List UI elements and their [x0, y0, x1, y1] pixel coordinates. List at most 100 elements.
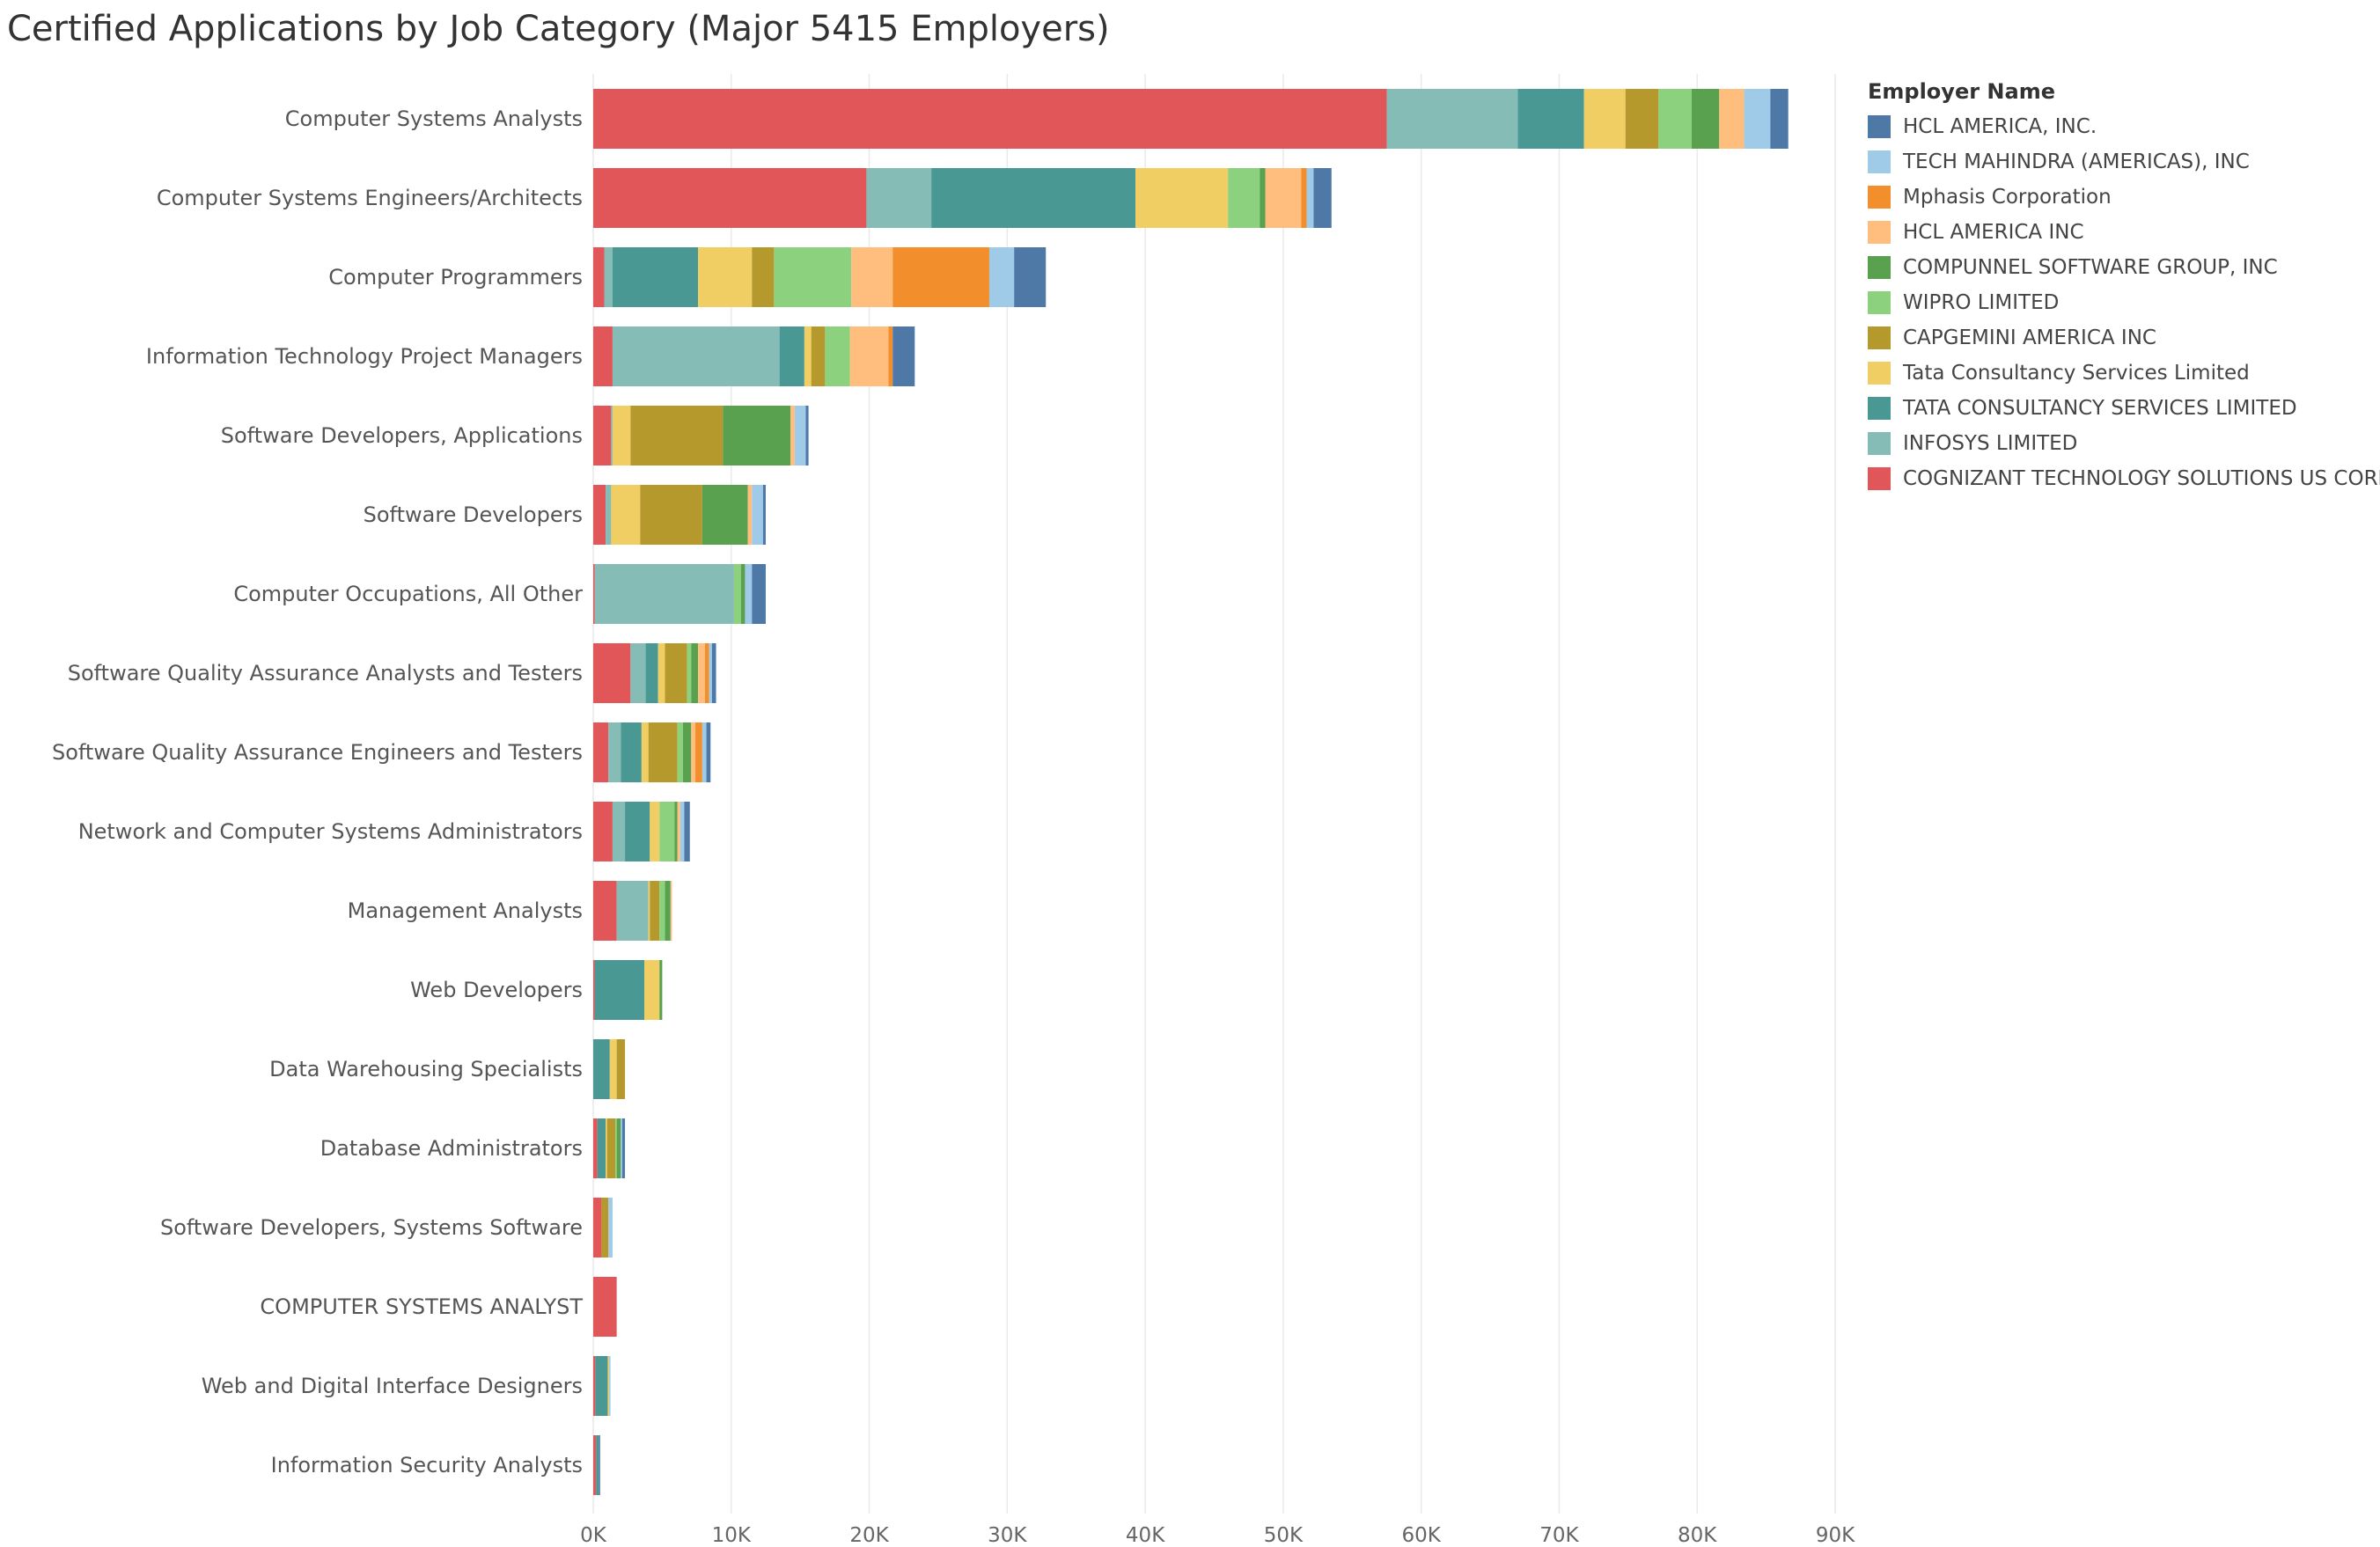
legend-swatch — [1868, 221, 1891, 244]
bar-segment — [706, 722, 711, 782]
bar-segment — [612, 406, 631, 466]
bar-segment — [1135, 168, 1229, 228]
category-label: Web and Digital Interface Designers — [202, 1374, 583, 1398]
bar-segment — [931, 168, 1136, 228]
bar-segment — [593, 1435, 597, 1495]
bar-segment — [608, 722, 621, 782]
bar-segment — [659, 960, 663, 1020]
bar-segment — [698, 247, 753, 307]
legend-label: INFOSYS LIMITED — [1903, 432, 2078, 455]
category-label: Software Quality Assurance Analysts and … — [68, 661, 583, 686]
bar-segment — [606, 1118, 616, 1178]
bar-segment — [593, 326, 613, 386]
legend-items: HCL AMERICA, INC. TECH MAHINDRA (AMERICAS… — [1868, 109, 2380, 496]
bar-segment — [657, 643, 665, 703]
bar-segment — [659, 881, 665, 941]
bar-segment — [621, 722, 642, 782]
legend-label: COGNIZANT TECHNOLOGY SOLUTIONS US CORP — [1903, 467, 2380, 490]
legend-swatch — [1868, 150, 1891, 173]
category-label: Data Warehousing Specialists — [269, 1057, 583, 1081]
bar-segment — [1583, 89, 1626, 149]
bar-segment — [644, 960, 660, 1020]
category-label: Software Developers, Systems Software — [160, 1215, 583, 1240]
bar-segment — [593, 960, 595, 1020]
bar-segment — [659, 802, 675, 861]
legend-item: COGNIZANT TECHNOLOGY SOLUTIONS US CORP — [1868, 461, 2380, 496]
x-tick-label: 0K — [580, 1524, 607, 1547]
bar-segment — [702, 485, 748, 545]
bar-segment — [593, 802, 613, 861]
bar-segment — [594, 960, 645, 1020]
bar-segment — [811, 326, 826, 386]
bar-segment — [650, 802, 660, 861]
bar-segment — [612, 326, 780, 386]
bar-segment — [888, 326, 893, 386]
category-label: Software Quality Assurance Engineers and… — [52, 740, 583, 765]
bar-segment — [711, 643, 716, 703]
bar-segment — [599, 1435, 600, 1495]
legend-swatch — [1868, 432, 1891, 455]
bar-segment — [752, 247, 775, 307]
bar-segment — [1313, 168, 1332, 228]
x-tick-label: 30K — [988, 1524, 1027, 1547]
bar-segment — [670, 881, 672, 941]
category-labels: Computer Systems Analysts Computer System… — [52, 106, 583, 1477]
bar-segment — [804, 326, 812, 386]
category-label: Database Administrators — [320, 1136, 583, 1161]
bar-segment — [640, 485, 702, 545]
bar-segment — [682, 722, 692, 782]
bar-segment — [593, 881, 617, 941]
bar-segment — [593, 722, 609, 782]
category-label: Computer Systems Analysts — [285, 106, 583, 131]
legend-swatch — [1868, 256, 1891, 279]
bars — [593, 89, 1789, 1495]
x-tick-label: 10K — [712, 1524, 752, 1547]
bar-segment — [1770, 89, 1789, 149]
bar-segment — [684, 802, 690, 861]
bar-segment — [866, 168, 932, 228]
bar-segment — [691, 643, 699, 703]
bar-segment — [621, 1118, 626, 1178]
bar-segment — [601, 1198, 609, 1257]
bar-segment — [674, 802, 678, 861]
bar-segment — [648, 881, 650, 941]
x-tick-label: 20K — [849, 1524, 889, 1547]
bar-segment — [609, 1039, 617, 1099]
bar-segment — [1301, 168, 1307, 228]
bar-segment — [616, 881, 649, 941]
bar-segment — [593, 1356, 596, 1416]
bar-segment — [723, 406, 791, 466]
legend-swatch — [1868, 326, 1891, 349]
bar-segment — [702, 722, 707, 782]
bar-segment — [709, 643, 712, 703]
legend-swatch — [1868, 115, 1891, 138]
bar-segment — [593, 1277, 617, 1337]
legend: Employer Name HCL AMERICA, INC. TECH MAHI… — [1868, 79, 2380, 496]
bar-segment — [892, 326, 915, 386]
bar-segment — [752, 564, 766, 624]
gridlines — [592, 74, 1836, 1514]
bar-segment — [593, 564, 595, 624]
legend-label: HCL AMERICA, INC. — [1903, 115, 2097, 138]
bar-segment — [691, 722, 696, 782]
bar-segment — [1744, 89, 1771, 149]
bar-segment — [596, 1435, 599, 1495]
legend-label: CAPGEMINI AMERICA INC — [1903, 326, 2156, 349]
bar-segment — [593, 1039, 610, 1099]
x-axis-ticks: 0K 10K 20K 30K 40K 50K 60K 70K 80K 90K — [580, 1524, 1855, 1547]
bar-segment — [1228, 168, 1260, 228]
bar-segment — [625, 802, 650, 861]
bar-segment — [630, 406, 724, 466]
x-tick-label: 60K — [1401, 1524, 1441, 1547]
bar-segment — [1517, 89, 1584, 149]
bar-segment — [762, 485, 766, 545]
bar-segment — [677, 802, 680, 861]
category-label: Information Technology Project Managers — [146, 344, 583, 369]
legend-title: Employer Name — [1868, 79, 2055, 104]
legend-item: WIPRO LIMITED — [1868, 285, 2378, 320]
bar-segment — [1014, 247, 1047, 307]
bar-segment — [594, 564, 734, 624]
legend-item: HCL AMERICA INC — [1868, 215, 2378, 250]
bar-segment — [607, 1356, 610, 1416]
bar-segment — [747, 485, 753, 545]
